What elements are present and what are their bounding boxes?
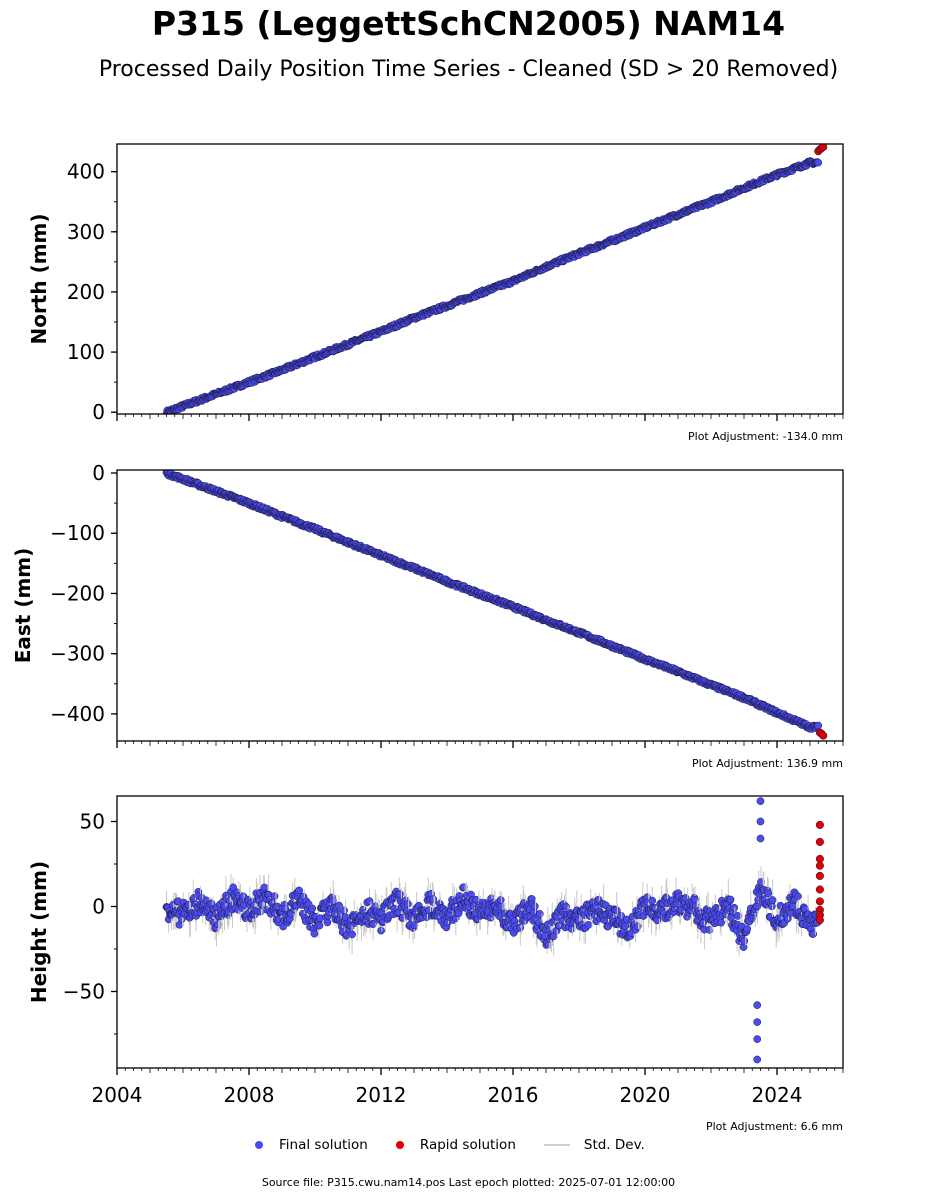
legend-std-label: Std. Dev. [583,1137,645,1153]
legend-rapid: Rapid solution [395,1137,516,1153]
final-point [348,930,356,939]
final-point [717,918,725,927]
final-point [310,929,319,938]
final-point-outlier [756,817,765,826]
rapid-point [815,916,824,925]
final-point [768,896,777,904]
panel-1-frame [116,469,844,742]
final-point-outlier [753,1001,762,1009]
legend-rapid-label: Rapid solution [419,1137,516,1153]
y-axis-label: East (mm) [11,548,35,664]
final-point [396,890,404,898]
y-tick-label: 200 [67,280,105,304]
final-point [768,902,776,911]
y-tick-label: 300 [67,220,105,244]
legend-final-label: Final solution [279,1137,368,1153]
x-tick-label: 2008 [224,1083,275,1107]
rapid-point [815,854,824,863]
legend-rapid-marker [395,1141,404,1149]
final-point [410,921,419,929]
final-point-outlier [753,1055,762,1064]
x-tick-label: 2024 [752,1083,803,1107]
final-point [617,911,625,920]
final-point [365,897,374,905]
legend-std-marker [543,1144,570,1146]
y-tick-label: 0 [92,461,105,485]
y-axis-label: Height (mm) [27,861,51,1003]
y-tick-label: 0 [92,895,105,919]
final-point [794,892,802,901]
y-tick-label: −200 [50,581,105,605]
x-tick-label: 2012 [356,1083,407,1107]
y-tick-label: −100 [50,521,105,545]
x-tick-label: 2004 [92,1083,143,1107]
rapid-point [815,871,824,880]
legend-std: Std. Dev. [543,1137,645,1153]
final-point [814,158,823,167]
final-point-outlier [756,834,765,843]
final-point [740,937,749,945]
final-point [516,923,525,932]
rapid-point [815,885,824,894]
final-point [612,906,621,915]
y-tick-label: 50 [80,810,105,834]
final-point [814,721,823,730]
rapid-point [819,731,828,740]
y-tick-label: 100 [67,340,105,364]
final-point [530,902,539,911]
rapid-point [815,837,824,846]
final-point [429,895,438,903]
y-tick-label: 0 [92,400,105,424]
legend: Final solution Rapid solution Std. Dev. [255,1137,673,1153]
final-point [648,896,657,905]
final-point [377,926,385,935]
legend-final: Final solution [255,1137,368,1153]
plot-adjustment: Plot Adjustment: 136.9 mm [692,757,843,770]
y-tick-label: 400 [67,160,105,184]
final-point [340,906,348,915]
final-point-outlier [756,797,765,805]
final-point [229,883,238,892]
final-point [308,904,317,913]
panel-1-points [162,470,828,740]
rapid-point [815,897,824,906]
chart-subtitle: Processed Daily Position Time Series - C… [98,57,839,82]
final-point [260,883,269,892]
panel-2-points [162,797,824,1064]
final-point [733,912,742,920]
plot-adjustment: Plot Adjustment: -134.0 mm [688,430,843,443]
y-tick-label: −400 [50,702,105,726]
y-axis-label: North (mm) [27,213,51,344]
final-point [404,900,412,908]
final-point [323,918,332,927]
source-footer: Source file: P315.cwu.nam14.pos Last epo… [261,1176,676,1189]
final-point [764,889,773,898]
y-tick-label: −300 [50,642,105,666]
final-point-outlier [753,1018,762,1026]
final-point [743,925,752,933]
panel-0-points [162,144,828,414]
final-point [621,922,630,930]
final-point [295,886,304,895]
y-tick-label: −50 [63,980,105,1004]
final-point [496,896,505,904]
final-point [270,892,279,901]
final-point [726,895,735,904]
plot-adjustment: Plot Adjustment: 6.6 mm [706,1120,843,1133]
panel-0-frame [116,143,844,415]
rapid-point [815,861,824,870]
final-point [315,921,324,930]
x-tick-label: 2016 [488,1083,539,1107]
chart-title: P315 (LeggettSchCN2005) NAM14 [151,4,786,43]
final-point-outlier [753,1035,762,1043]
final-point [584,921,593,929]
legend-final-marker [255,1141,263,1149]
rapid-point [819,144,828,152]
rapid-point [815,820,824,829]
x-tick-label: 2020 [620,1083,671,1107]
final-point [730,903,739,912]
